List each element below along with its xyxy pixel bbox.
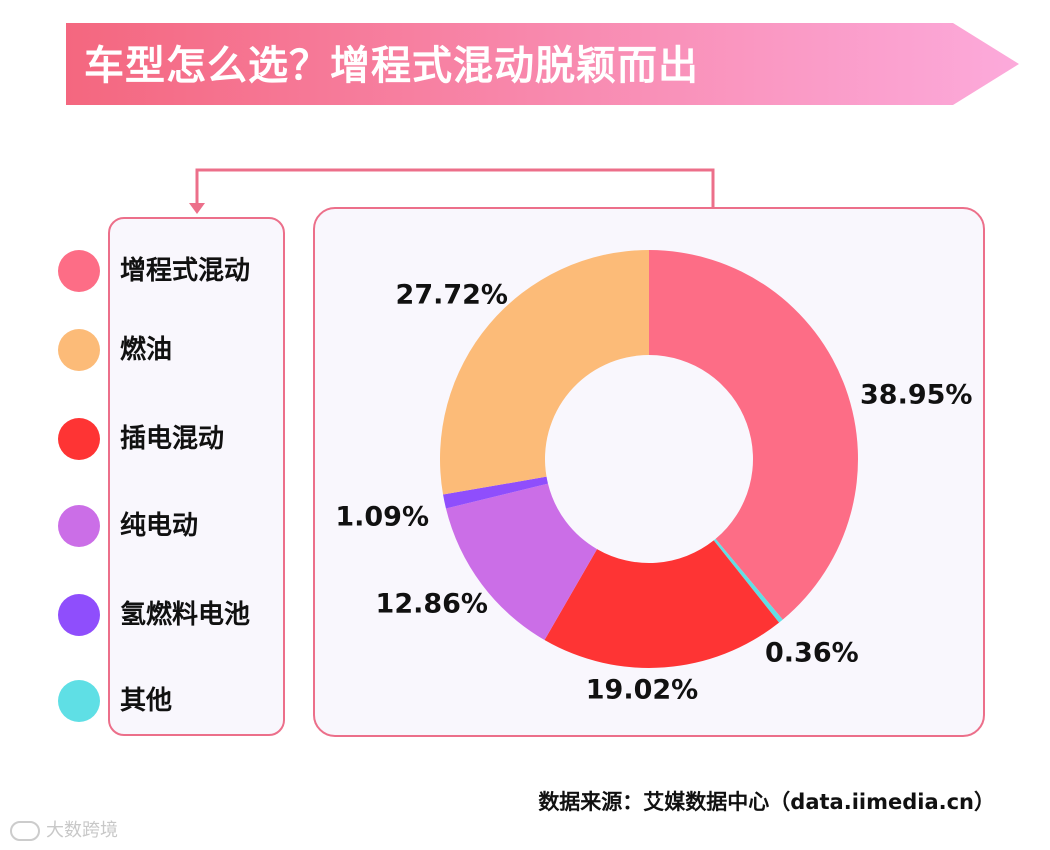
legend-swatch xyxy=(58,505,100,547)
legend-label: 氢燃料电池 xyxy=(120,600,251,630)
legend-label: 其他 xyxy=(120,686,173,716)
legend-item-other: 其他 xyxy=(0,678,300,722)
legend-panel xyxy=(108,217,285,736)
donut-slice-pure-electric xyxy=(445,483,598,641)
legend-swatch xyxy=(58,680,100,722)
legend-swatch xyxy=(58,418,100,460)
legend-swatch xyxy=(58,250,100,292)
data-label-hydrogen-fuel-cell: 1.09% xyxy=(335,502,429,533)
legend-label: 纯电动 xyxy=(120,511,199,541)
data-label-fuel: 27.72% xyxy=(396,280,508,311)
legend-item-range-extender: 增程式混动 xyxy=(0,248,300,292)
data-label-other: 0.36% xyxy=(765,638,859,669)
donut-slice-range-extender xyxy=(649,250,858,620)
data-label-pure-electric: 12.86% xyxy=(376,589,488,620)
source-note: 数据来源：艾媒数据中心（data.iimedia.cn） xyxy=(538,790,995,814)
donut-slice-other xyxy=(713,538,783,623)
data-label-range-extender: 38.95% xyxy=(860,380,972,411)
title-banner xyxy=(66,23,1019,105)
donut-slice-hydrogen-fuel-cell xyxy=(443,476,548,509)
legend-swatch xyxy=(58,329,100,371)
page-title: 车型怎么选？增程式混动脱颖而出 xyxy=(84,43,699,89)
watermark-logo-icon xyxy=(10,821,40,841)
legend-label: 增程式混动 xyxy=(120,256,251,286)
legend-item-pure-electric: 纯电动 xyxy=(0,503,300,547)
legend-item-fuel: 燃油 xyxy=(0,327,300,371)
legend-label: 插电混动 xyxy=(120,424,225,454)
donut-slice-plug-in-hybrid xyxy=(544,540,780,668)
watermark-text: 大数跨境 xyxy=(46,820,118,841)
donut-slice-fuel xyxy=(439,250,649,495)
legend-swatch xyxy=(58,594,100,636)
legend-item-hydrogen-fuel-cell: 氢燃料电池 xyxy=(0,592,300,636)
data-label-plug-in-hybrid: 19.02% xyxy=(586,675,698,706)
legend-item-plug-in-hybrid: 插电混动 xyxy=(0,416,300,460)
legend-label: 燃油 xyxy=(120,335,173,365)
watermark: 大数跨境 xyxy=(10,818,118,844)
